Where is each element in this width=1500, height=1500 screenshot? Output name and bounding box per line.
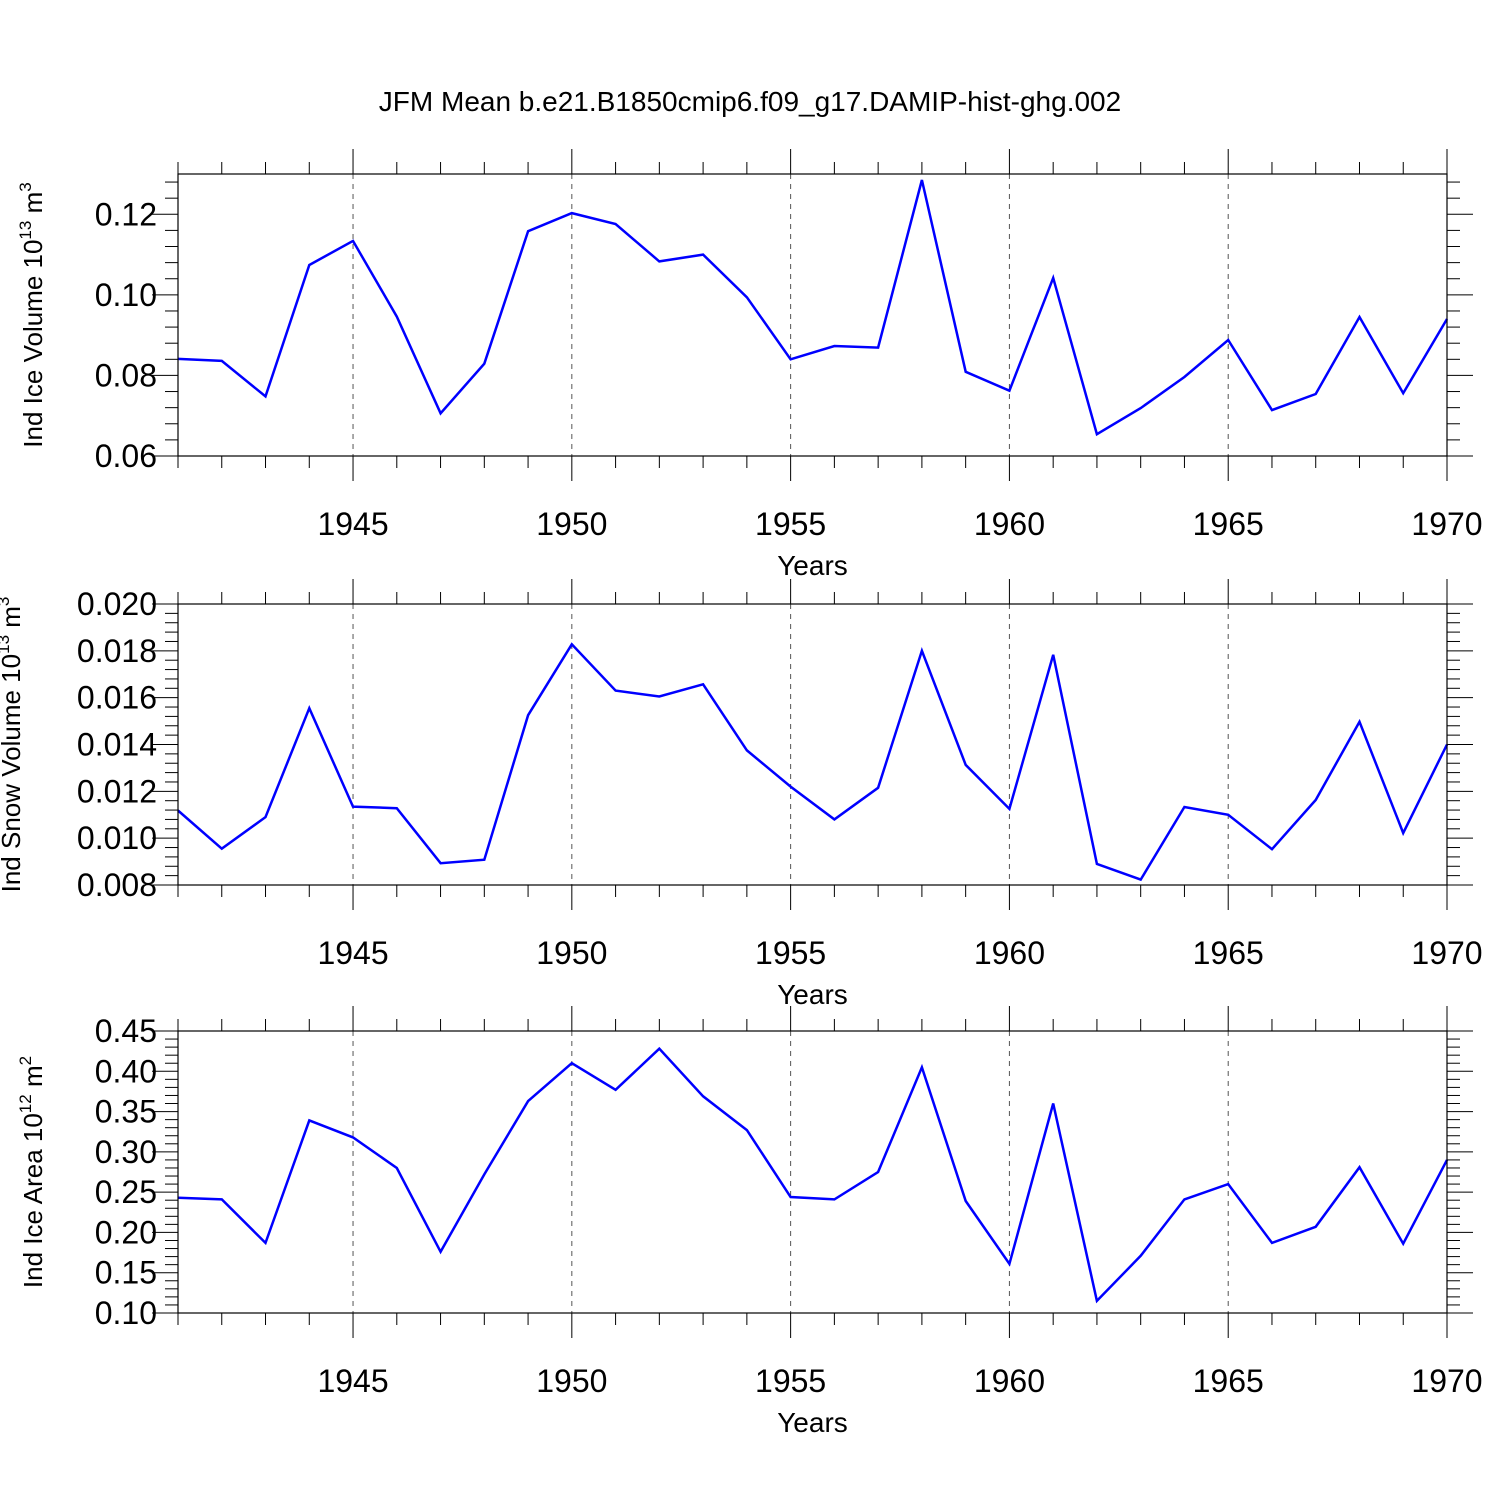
x-tick-label: 1965 [1193, 1363, 1264, 1399]
x-tick-label: 1955 [755, 1363, 826, 1399]
y-tick-label: 0.020 [77, 586, 157, 622]
y-tick-label: 0.30 [95, 1134, 157, 1170]
x-tick-label: 1965 [1193, 935, 1264, 971]
x-tick-label: 1945 [317, 506, 388, 542]
y-tick-label: 0.45 [95, 1013, 157, 1049]
x-tick-label: 1950 [536, 935, 607, 971]
plot-frame [177, 603, 1448, 886]
x-tick-label: 1960 [974, 935, 1045, 971]
y-tick-label: 0.15 [95, 1255, 157, 1291]
x-axis-label: Years [777, 1407, 848, 1438]
x-tick-label: 1945 [317, 935, 388, 971]
y-tick-label: 0.014 [77, 727, 157, 763]
x-tick-label: 1960 [974, 1363, 1045, 1399]
y-axis-label: Ind Ice Volume 1013 m3 [16, 182, 48, 447]
x-tick-label: 1955 [755, 506, 826, 542]
y-tick-label: 0.10 [95, 277, 157, 313]
x-tick-label: 1945 [317, 1363, 388, 1399]
y-tick-label: 0.12 [95, 196, 157, 232]
y-axis-label: Ind Ice Area 1012 m2 [16, 1056, 48, 1288]
y-tick-label: 0.35 [95, 1094, 157, 1130]
y-tick-label: 0.010 [77, 820, 157, 856]
y-tick-label: 0.25 [95, 1174, 157, 1210]
series-line [177, 642, 1449, 882]
x-axis-label: Years [777, 550, 848, 581]
y-tick-label: 0.20 [95, 1214, 157, 1250]
chart-title: JFM Mean b.e21.B1850cmip6.f09_g17.DAMIP-… [379, 86, 1121, 117]
x-tick-label: 1955 [755, 935, 826, 971]
y-tick-label: 0.08 [95, 357, 157, 393]
y-tick-label: 0.012 [77, 773, 157, 809]
x-tick-label: 1950 [536, 506, 607, 542]
y-axis-label: Ind Snow Volume 1013 m3 [0, 597, 26, 893]
plot-frame [177, 1030, 1448, 1314]
x-tick-label: 1950 [536, 1363, 607, 1399]
x-tick-label: 1965 [1193, 506, 1264, 542]
series-line [177, 179, 1449, 437]
y-tick-label: 0.40 [95, 1053, 157, 1089]
x-tick-label: 1970 [1411, 506, 1482, 542]
x-tick-label: 1960 [974, 506, 1045, 542]
panel-1: 0.06 0.08 0.10 0.12 1945 1950 1955 1960 1965 1970… [16, 149, 1483, 581]
series-line [177, 1046, 1449, 1304]
y-tick-label: 0.008 [77, 867, 157, 903]
panel-3: 0.10 0.15 0.20 0.25 0.30 0.35 0.40 0.45 1945 1950… [16, 1006, 1483, 1438]
y-tick-label: 0.016 [77, 680, 157, 716]
y-tick-label: 0.018 [77, 633, 157, 669]
plot-frame [177, 173, 1448, 457]
panel-2: 0.008 0.010 0.012 0.014 0.016 0.018 0.020 1945 1… [0, 579, 1483, 1010]
x-tick-label: 1970 [1411, 935, 1482, 971]
x-axis-label: Years [777, 979, 848, 1010]
y-tick-label: 0.10 [95, 1295, 157, 1331]
y-tick-label: 0.06 [95, 438, 157, 474]
x-tick-label: 1970 [1411, 1363, 1482, 1399]
